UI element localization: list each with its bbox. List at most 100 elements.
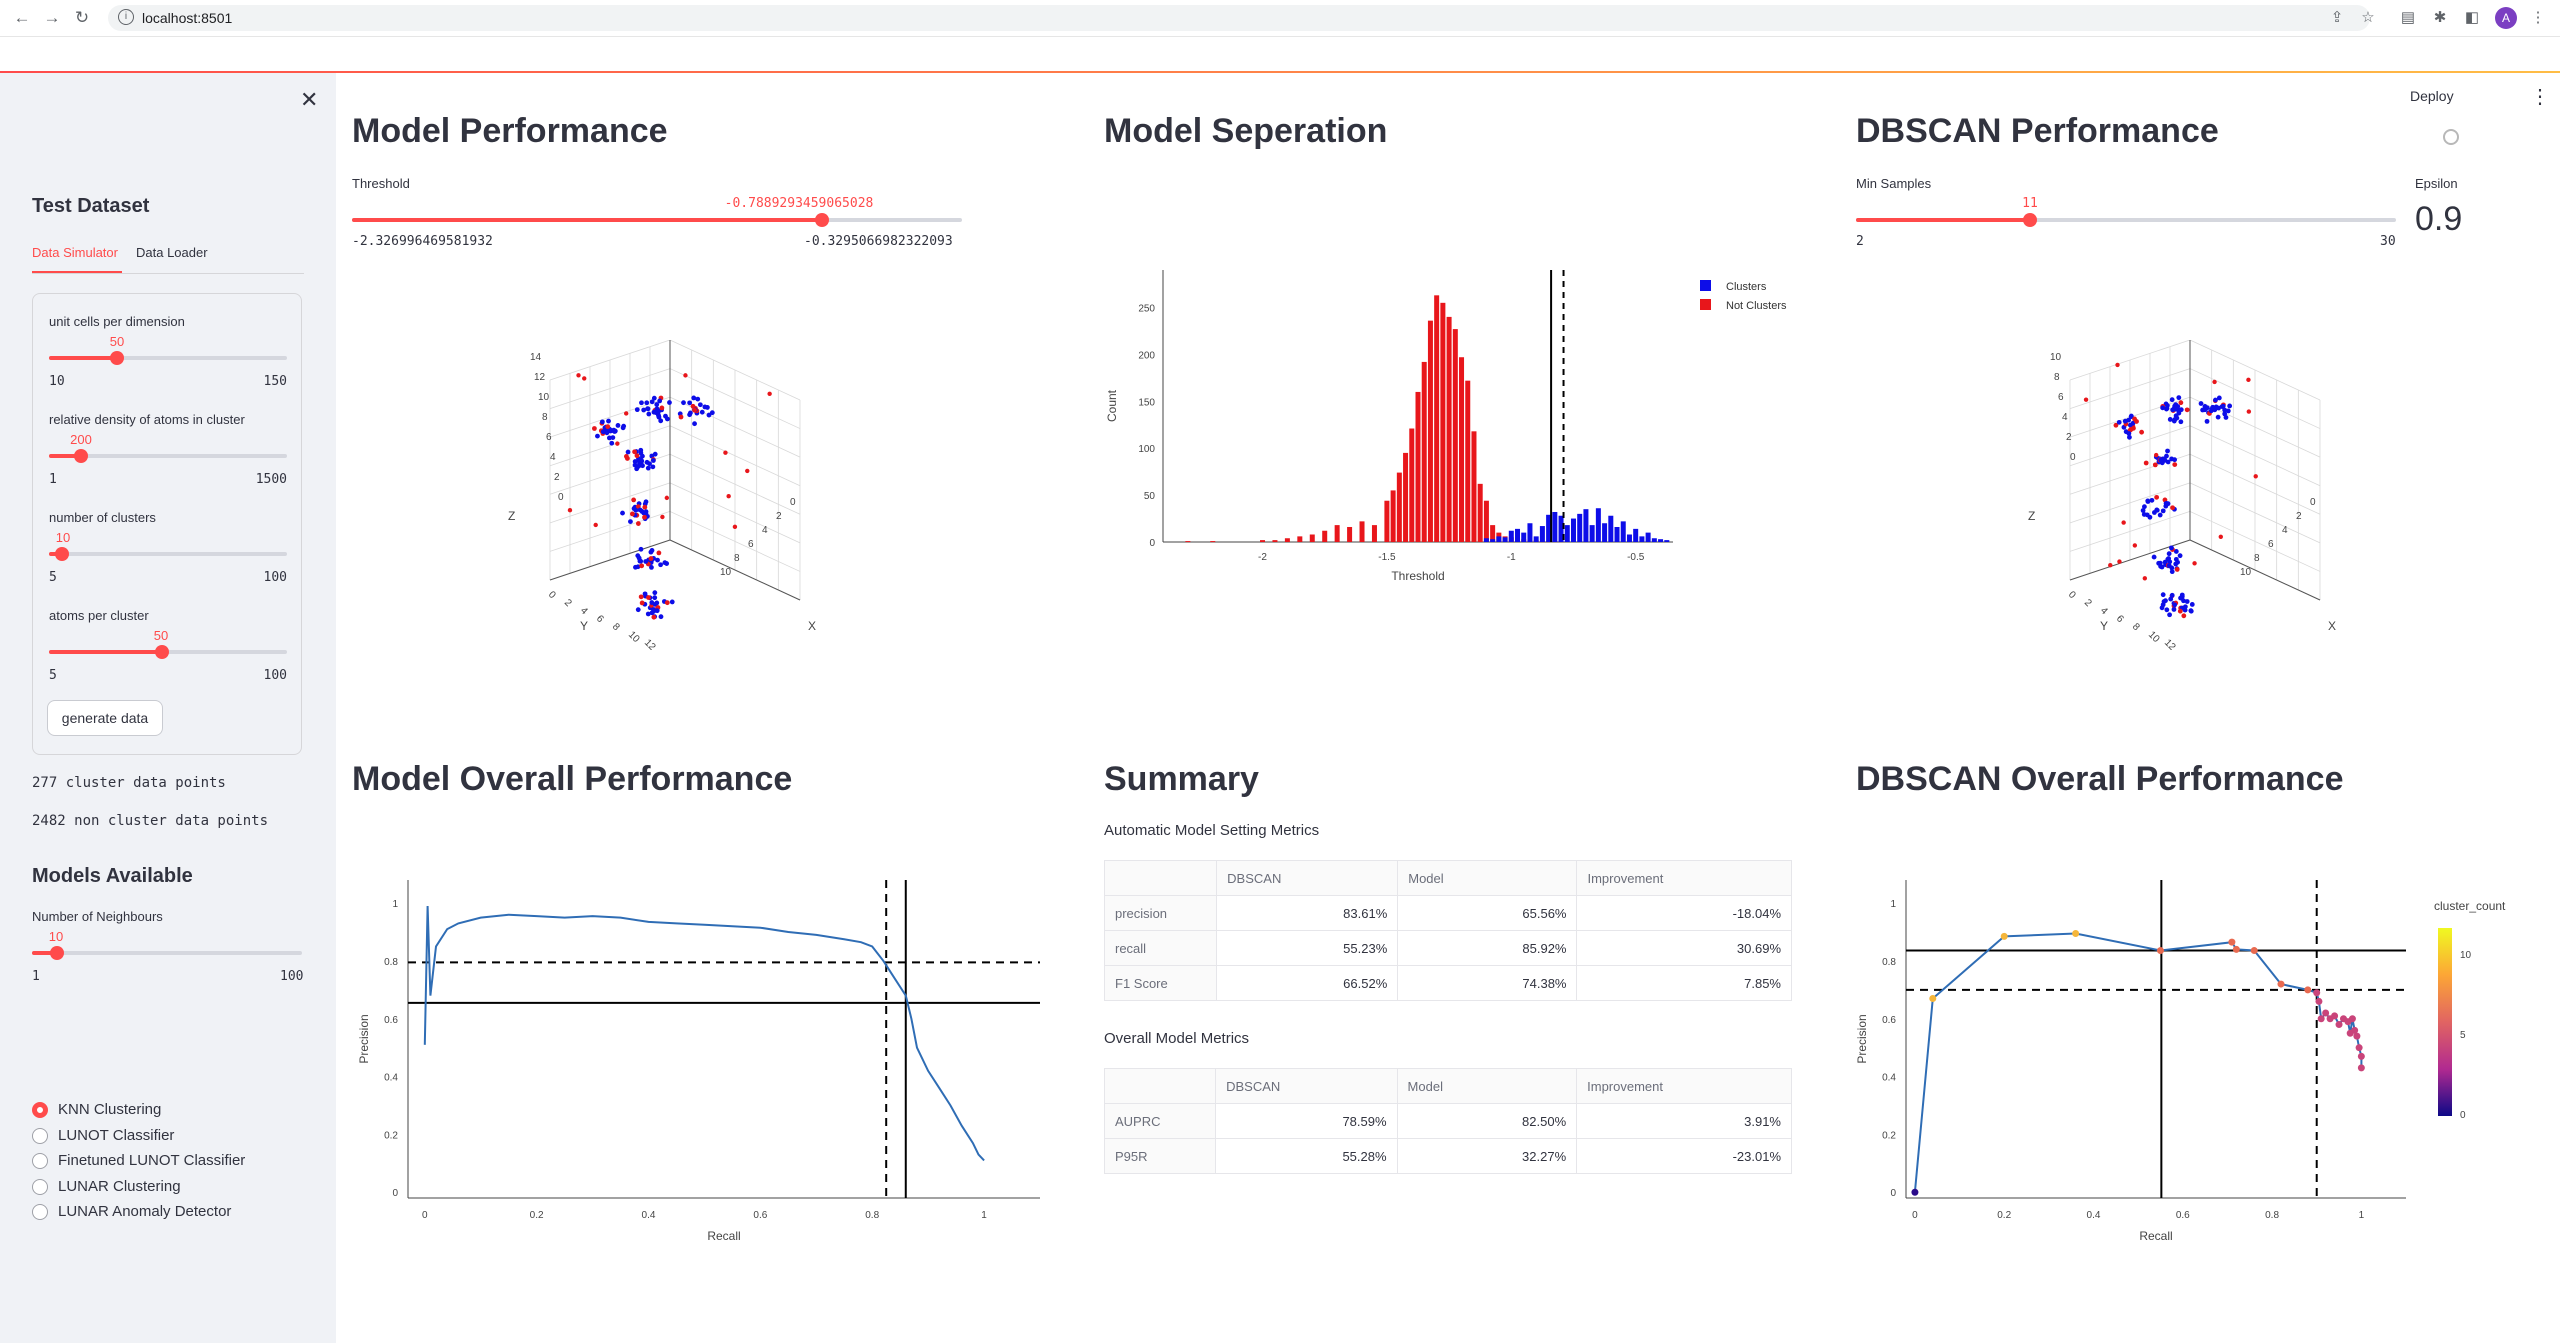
slider-thumb[interactable] <box>2022 213 2037 227</box>
slider-thumb[interactable] <box>109 351 124 365</box>
tab-data-loader[interactable]: Data Loader <box>136 245 208 260</box>
scatter-point <box>593 522 598 528</box>
scatter-point <box>726 494 731 499</box>
radio-circle-icon[interactable] <box>32 1102 48 1118</box>
histogram-bar <box>1347 526 1353 542</box>
scatter-point <box>2213 397 2218 403</box>
scatter-point <box>638 546 644 552</box>
grid-line <box>549 425 671 467</box>
forward-icon[interactable]: → <box>43 8 61 27</box>
scatter-point <box>654 407 660 413</box>
radio-circle-icon[interactable] <box>32 1127 48 1144</box>
scatter-point <box>649 399 655 405</box>
slider-num-clusters[interactable] <box>49 547 287 561</box>
scatter-point <box>628 519 633 525</box>
histogram-bar <box>1546 514 1552 542</box>
slider-thumb[interactable] <box>49 946 64 960</box>
slider-thumb[interactable] <box>54 547 69 561</box>
scatter-point <box>2154 494 2160 500</box>
min-samples-label: Min Samples <box>1856 176 1932 191</box>
site-info-icon[interactable]: i <box>118 9 134 25</box>
browser-menu-icon[interactable]: ⋮ <box>2530 9 2546 26</box>
reading-list-icon[interactable]: ▤ <box>2400 9 2416 26</box>
column-header <box>1103 1068 1217 1104</box>
z-axis-title: Z <box>508 509 515 523</box>
scatter-point <box>2128 427 2134 432</box>
model-performance-title: Model Performance <box>352 112 668 150</box>
z-tick-label: 6 <box>2058 392 2064 403</box>
scatter-point <box>2204 418 2210 424</box>
histogram-bar <box>1440 302 1446 542</box>
z-tick-label: 0 <box>2070 452 2076 463</box>
min-samples-slider[interactable] <box>1856 213 2396 227</box>
extensions-icon[interactable]: ✱ <box>2433 9 2447 26</box>
axis-line <box>2189 539 2321 601</box>
scatter-point <box>2173 549 2179 554</box>
y-axis-title: Y <box>580 619 588 633</box>
histogram-bar <box>1564 525 1570 542</box>
histogram-bar <box>1477 483 1483 542</box>
scatter-point <box>2169 565 2175 571</box>
grid-line <box>669 340 801 401</box>
pr-curve-model[interactable]: 0 0.2 0.4 0.6 0.8 1 0 0.2 0.4 0.6 0.8 1 Recall Precis… <box>350 860 1050 1255</box>
close-sidebar-icon[interactable]: ✕ <box>300 87 319 112</box>
scatter-point <box>2173 405 2179 411</box>
pr-curve-dbscan[interactable]: 00.20.40.60.810 0.2 0.4 0.6 0.8 1RecallPrecis… <box>1848 860 2548 1255</box>
scatter-point <box>2171 607 2177 612</box>
scatter-point <box>633 507 639 513</box>
slider-label-atoms: atoms per cluster <box>49 608 149 623</box>
histogram-bar <box>1260 540 1266 542</box>
star-icon[interactable]: ☆ <box>2361 9 2375 26</box>
url-text[interactable]: localhost:8501 <box>142 10 233 26</box>
deploy-button[interactable]: Deploy <box>2410 88 2454 104</box>
generate-data-button[interactable]: generate data <box>47 700 163 736</box>
scatter-point <box>567 508 573 513</box>
reload-icon[interactable]: ↻ <box>74 8 90 27</box>
kebab-icon[interactable]: ⋮ <box>2530 86 2550 108</box>
profile-avatar[interactable]: A <box>2495 7 2517 29</box>
scatter-point <box>2177 553 2183 559</box>
slider-thumb[interactable] <box>814 213 829 227</box>
scatter-point <box>659 405 665 411</box>
row-header: recall <box>1103 930 1218 966</box>
z-tick-label: 8 <box>542 412 548 423</box>
scatter-point <box>692 421 697 427</box>
scatter-point <box>2176 395 2182 401</box>
axis-line <box>549 539 671 581</box>
slider-neighbours[interactable] <box>32 946 302 960</box>
colorbar-tick-label: 0 <box>2460 1110 2466 1121</box>
x-tick-label: 0.4 <box>642 1210 656 1221</box>
sidepanel-icon[interactable]: ◧ <box>2464 9 2480 26</box>
slider-density[interactable] <box>49 449 287 463</box>
slider-thumb[interactable] <box>73 449 88 463</box>
threshold-slider[interactable] <box>352 213 962 227</box>
slider-atoms[interactable] <box>49 645 287 659</box>
x-tick-label: 1 <box>981 1210 987 1221</box>
threshold-min: -2.326996469581932 <box>352 234 493 249</box>
slider-min: 5 <box>49 570 57 585</box>
scatter-point <box>2160 508 2166 514</box>
threshold-label: Threshold <box>352 176 410 191</box>
share-icon[interactable]: ⇪ <box>2330 9 2344 26</box>
scatter-point <box>2126 417 2132 423</box>
radio-circle-icon[interactable] <box>32 1153 48 1169</box>
scatter-point <box>2152 462 2158 468</box>
tab-data-simulator[interactable]: Data Simulator <box>32 245 118 260</box>
scatter-point <box>595 433 600 439</box>
slider-value-density: 200 <box>70 432 92 447</box>
scatter-point <box>691 395 697 401</box>
radio-circle-icon[interactable] <box>32 1204 48 1220</box>
slider-thumb[interactable] <box>154 645 169 659</box>
histogram-bar <box>1558 515 1564 542</box>
scatter-point <box>2159 460 2165 466</box>
scatter-point <box>658 614 664 620</box>
slider-unit-cells[interactable] <box>49 351 287 365</box>
threshold-histogram[interactable]: 0 50 100 150 200 250 -2 -1.5 -1 -0.5 Threshold Coun… <box>1100 260 1800 610</box>
model-overall-title: Model Overall Performance <box>352 760 793 798</box>
address-bar[interactable]: i localhost:8501 <box>108 5 2370 31</box>
back-icon[interactable]: ← <box>13 8 31 27</box>
scatter-point <box>2167 612 2172 618</box>
radio-circle-icon[interactable] <box>32 1178 48 1195</box>
